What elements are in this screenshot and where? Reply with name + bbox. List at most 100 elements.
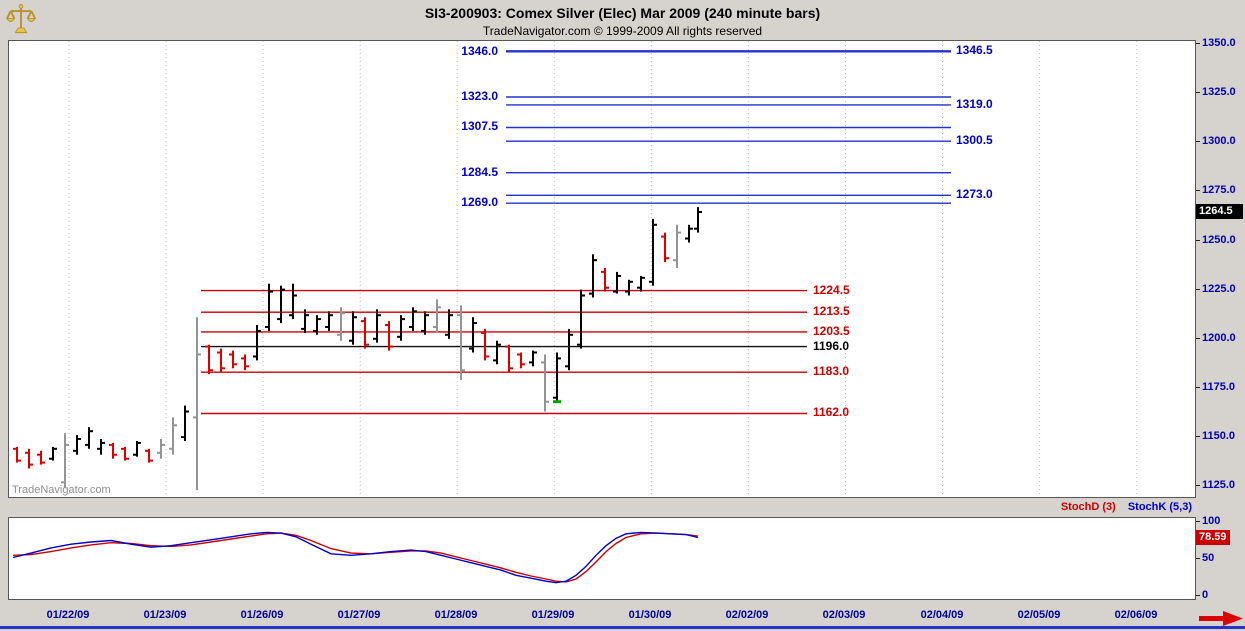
scroll-right-arrow-button[interactable] (1199, 610, 1244, 627)
axis-tick (1196, 289, 1200, 290)
ohlc-bar (553, 352, 561, 402)
ohlc-bar (481, 328, 489, 361)
resistance-price-label: 1319.0 (956, 97, 993, 111)
date-label: 01/23/09 (143, 609, 187, 621)
resistance-price-label: 1284.5 (461, 165, 498, 179)
stoch-tick-label: 0 (1202, 589, 1209, 601)
watermark-text: TradeNavigator.com (12, 484, 111, 496)
ohlc-bar (109, 442, 117, 459)
stochd-legend-label[interactable]: StochD (3) (1060, 501, 1116, 513)
ohlc-bar (673, 224, 681, 268)
ohlc-bar (601, 268, 609, 292)
axis-tick (1196, 485, 1200, 486)
stoch-line (12, 531, 699, 584)
ohlc-bar (265, 283, 273, 331)
pivot-price-label: 1196.0 (813, 339, 850, 353)
stoch-value-box: 78.59 (1196, 530, 1230, 545)
ohlc-bar (301, 309, 309, 333)
stoch-tick-label: 50 (1202, 552, 1215, 564)
resistance-price-label: 1346.0 (461, 44, 498, 58)
price-tick-label: 1325.0 (1202, 86, 1236, 98)
axis-tick (1196, 558, 1200, 559)
date-label: 02/06/09 (1114, 609, 1158, 621)
axis-tick (1196, 240, 1200, 241)
ohlc-bar (421, 311, 429, 335)
ohlc-bar (121, 446, 129, 461)
ohlc-bar (541, 354, 549, 412)
price-tick-label: 1300.0 (1202, 135, 1236, 147)
price-tick-label: 1225.0 (1202, 283, 1236, 295)
stoch-line (12, 532, 699, 583)
price-tick-label: 1150.0 (1202, 430, 1236, 442)
copyright-text: TradeNavigator.com © 1999-2009 All right… (482, 24, 763, 38)
ohlc-bar (289, 283, 297, 320)
ohlc-bar (181, 405, 189, 441)
stochastic-panel[interactable] (8, 517, 1196, 600)
ohlc-bar (73, 435, 81, 455)
date-label: 01/26/09 (240, 609, 284, 621)
resistance-price-label: 1323.0 (461, 89, 498, 103)
axis-tick (1196, 190, 1200, 191)
ohlc-bar (694, 207, 702, 233)
ohlc-bar (61, 433, 69, 489)
ohlc-bar (25, 448, 33, 469)
price-tick-label: 1275.0 (1202, 184, 1236, 196)
ohlc-bar (397, 315, 405, 341)
ohlc-bar (313, 315, 321, 335)
date-label: 01/27/09 (337, 609, 381, 621)
ohlc-bar (277, 285, 285, 324)
price-chart-canvas[interactable] (9, 41, 1195, 497)
indicator-legend: StochD (3) StochK (5,3) (1061, 501, 1192, 513)
stochastic-canvas[interactable] (9, 518, 1195, 599)
ohlc-bar (241, 354, 249, 371)
ohlc-bar (433, 299, 441, 333)
price-tick-label: 1175.0 (1202, 381, 1236, 393)
support-price-label: 1213.5 (813, 304, 850, 318)
time-axis-line (0, 626, 1245, 629)
ohlc-bar (169, 417, 177, 455)
ohlc-bar (625, 279, 633, 296)
support-price-label: 1203.5 (813, 324, 850, 338)
axis-tick (1196, 92, 1200, 93)
ohlc-bar (49, 446, 57, 461)
resistance-price-label: 1346.5 (956, 43, 993, 57)
price-axis: 1264.5 78.59 1350.0 1325.0 1300.0 1275.0 125… (1196, 0, 1245, 631)
date-label: 01/28/09 (434, 609, 478, 621)
ohlc-bar (457, 305, 465, 381)
support-price-label: 1162.0 (813, 405, 850, 419)
ohlc-bar (373, 309, 381, 343)
resistance-price-label: 1273.0 (956, 187, 993, 201)
ohlc-bar (577, 289, 585, 349)
axis-tick (1196, 387, 1200, 388)
axis-tick (1196, 595, 1200, 596)
support-price-label: 1224.5 (813, 283, 850, 297)
ohlc-bar (229, 350, 237, 369)
support-price-label: 1183.0 (813, 364, 850, 378)
ohlc-bar (37, 450, 45, 465)
date-label: 01/22/09 (46, 609, 90, 621)
stochk-legend-label[interactable]: StochK (5,3) (1127, 501, 1192, 513)
price-tick-label: 1125.0 (1202, 479, 1236, 491)
ohlc-bar (349, 311, 357, 345)
scales-logo-icon (6, 4, 36, 34)
ohlc-bar (685, 224, 693, 243)
chart-title: SI3-200903: Comex Silver (Elec) Mar 2009… (424, 5, 821, 21)
ohlc-bar (85, 427, 93, 449)
ohlc-bar (145, 448, 153, 463)
price-tick-label: 1250.0 (1202, 234, 1236, 246)
ohlc-bar (337, 307, 345, 341)
axis-tick (1196, 141, 1200, 142)
ohlc-bar (13, 446, 21, 463)
price-chart-panel[interactable]: TradeNavigator.com 1346.0 1346.5 1323.0 131… (8, 40, 1196, 498)
price-tick-label: 1350.0 (1202, 37, 1236, 49)
ohlc-bar (361, 317, 369, 349)
ohlc-bar (517, 352, 525, 369)
axis-tick (1196, 338, 1200, 339)
ohlc-bar (649, 218, 657, 286)
stoch-tick-label: 100 (1202, 515, 1221, 527)
last-price-box: 1264.5 (1196, 204, 1243, 219)
ohlc-bar (637, 275, 645, 292)
ohlc-bar (157, 439, 165, 459)
date-label: 02/03/09 (822, 609, 866, 621)
